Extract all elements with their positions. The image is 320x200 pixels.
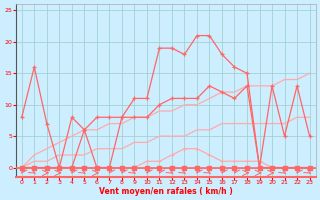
X-axis label: Vent moyen/en rafales ( km/h ): Vent moyen/en rafales ( km/h ) (99, 187, 233, 196)
